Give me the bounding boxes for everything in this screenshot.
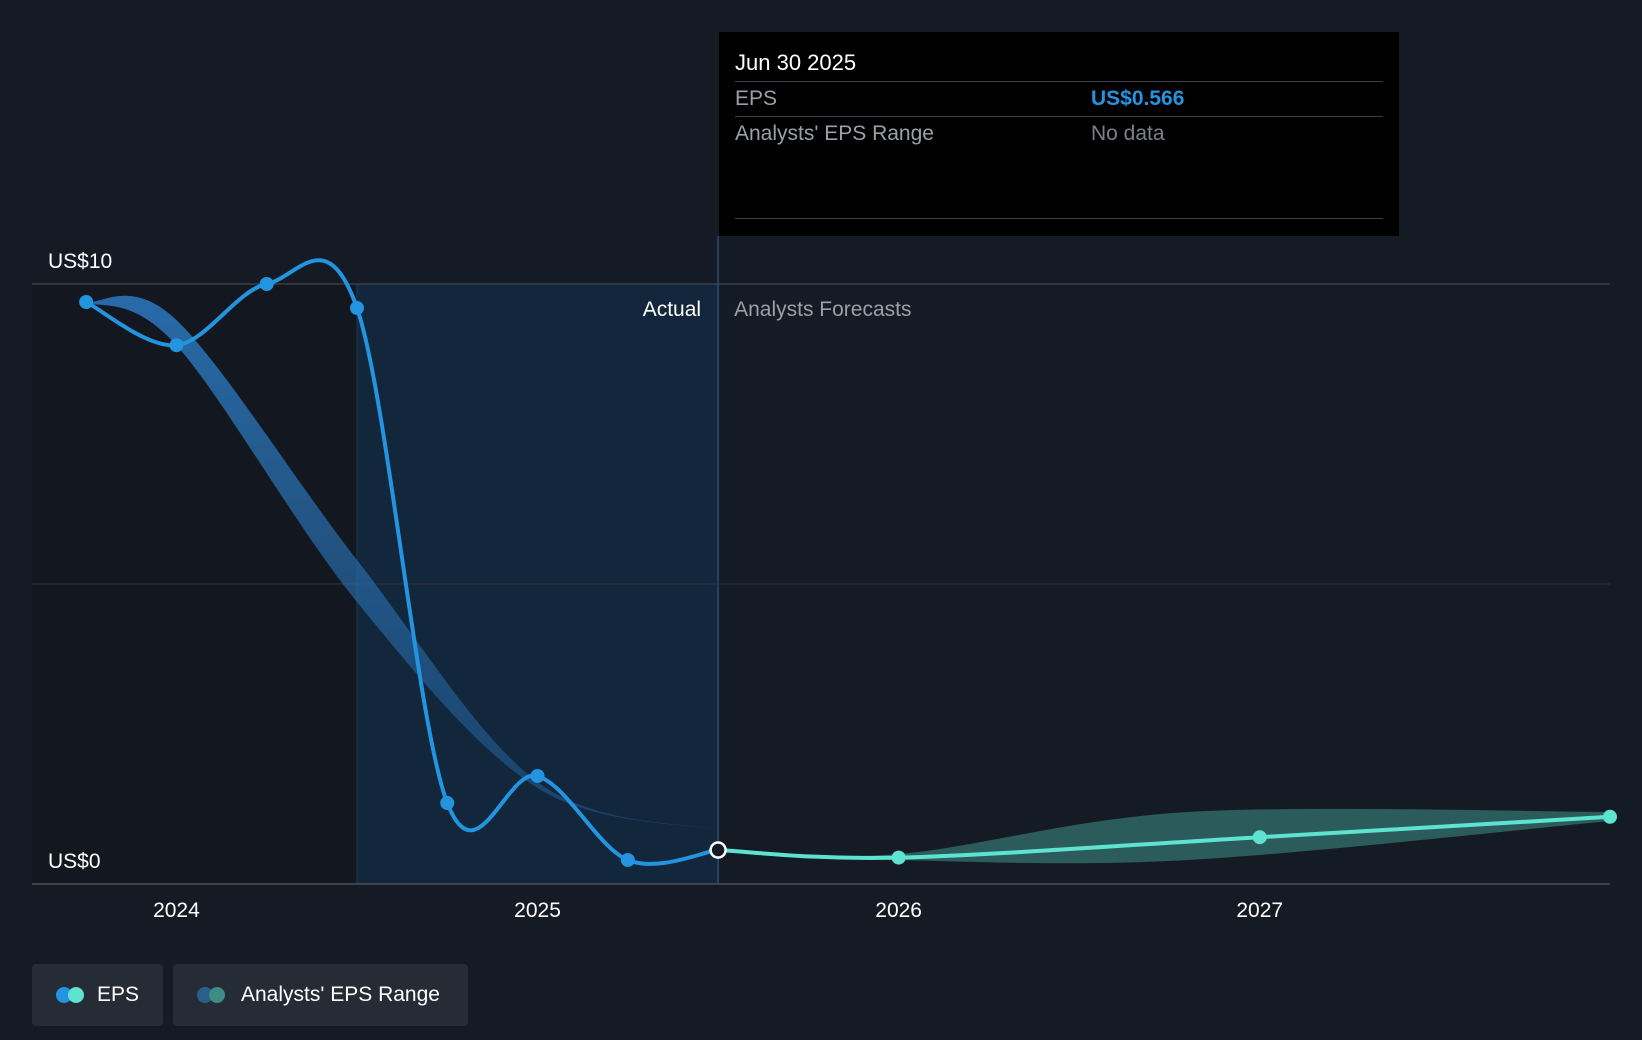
- x-axis-tick-label: 2025: [514, 899, 561, 922]
- eps-forecast-point: [891, 850, 906, 865]
- eps-actual-point: [349, 301, 364, 315]
- x-axis-tick-label: 2026: [875, 899, 922, 922]
- eps-actual-point: [169, 338, 184, 353]
- eps-actual-point: [530, 769, 545, 783]
- eps-actual-point: [79, 295, 94, 309]
- tooltip-range-label: Analysts' EPS Range: [735, 122, 934, 145]
- tooltip-eps-row: EPS US$0.566: [735, 82, 1383, 117]
- eps-actual-point: [620, 853, 635, 867]
- eps-actual-point: [440, 796, 455, 810]
- tooltip-divider: [735, 218, 1383, 219]
- forecast-analyst-range-band: [718, 808, 1610, 864]
- eps-highlighted-point: [709, 841, 727, 859]
- legend-eps-label: EPS: [96, 983, 139, 1006]
- legend-item-eps[interactable]: EPS: [32, 964, 163, 1026]
- eps-legend-icon: [56, 987, 84, 1003]
- y-axis-label: US$0: [48, 850, 101, 873]
- legend-item-eps-range[interactable]: Analysts' EPS Range: [173, 964, 468, 1026]
- x-axis-tick-label: 2027: [1236, 899, 1283, 922]
- legend: EPS Analysts' EPS Range: [32, 964, 468, 1026]
- tooltip-range-value: No data: [1091, 122, 1165, 145]
- forecast-region-label: Analysts Forecasts: [734, 298, 911, 321]
- past-analyst-range-band: [86, 295, 719, 830]
- tooltip: Jun 30 2025 EPS US$0.566 Analysts' EPS R…: [719, 32, 1399, 236]
- tooltip-range-row: Analysts' EPS Range No data: [735, 117, 1383, 151]
- legend-range-label: Analysts' EPS Range: [241, 983, 440, 1006]
- range-legend-icon: [197, 987, 227, 1003]
- tooltip-eps-label: EPS: [735, 87, 778, 110]
- eps-forecast-point: [1603, 809, 1617, 824]
- tooltip-eps-value: US$0.566: [1091, 87, 1185, 110]
- eps-actual-point: [259, 277, 274, 291]
- eps-actual-line: [85, 258, 719, 866]
- y-axis-label: US$10: [48, 250, 112, 273]
- tooltip-date: Jun 30 2025: [735, 32, 1383, 82]
- eps-forecast-line: [718, 814, 1611, 860]
- eps-forecast-point: [1252, 830, 1267, 845]
- x-axis-tick-label: 2024: [153, 899, 200, 922]
- actual-region-label: Actual: [643, 298, 701, 321]
